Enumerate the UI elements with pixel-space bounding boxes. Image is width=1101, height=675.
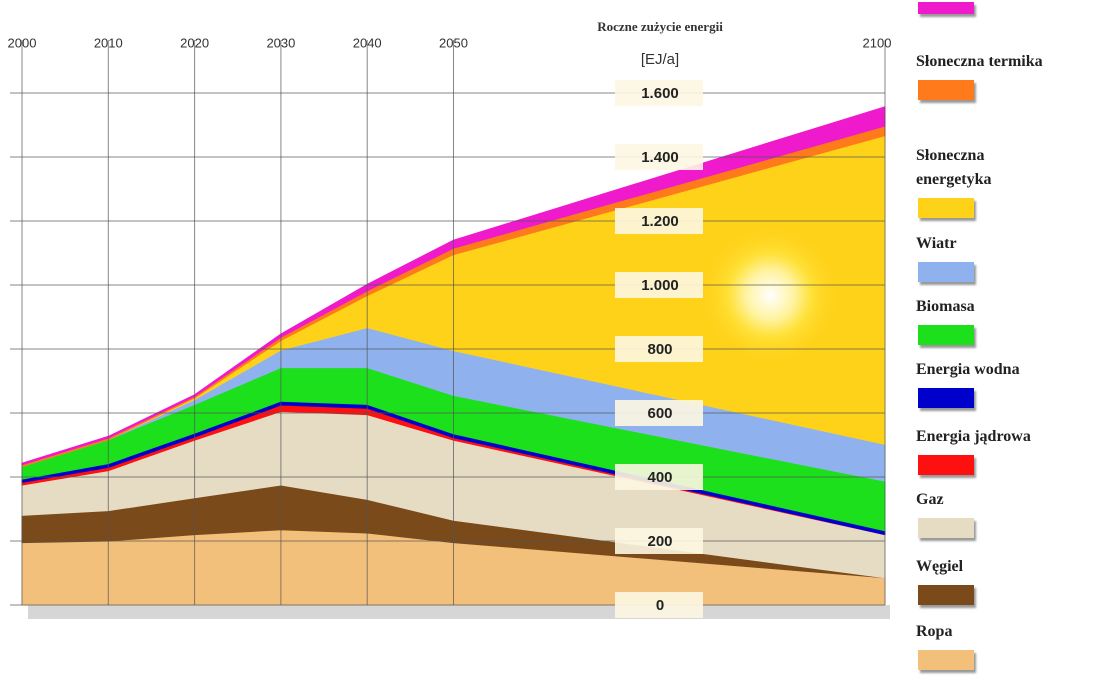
y-tick-box bbox=[615, 464, 703, 490]
y-tick-box bbox=[615, 144, 703, 170]
y-tick-box bbox=[615, 80, 703, 106]
plot-shadow bbox=[28, 605, 890, 619]
legend-label: Wiatr bbox=[916, 235, 957, 252]
y-tick-box bbox=[615, 208, 703, 234]
legend-label: Ropa bbox=[916, 623, 953, 640]
x-tick-label: 2050 bbox=[439, 35, 468, 50]
y-tick-label: 1.000 bbox=[641, 277, 679, 294]
legend-swatch bbox=[918, 455, 974, 475]
y-tick-label: 0 bbox=[656, 597, 664, 614]
legend-label: Energia jądrowa bbox=[916, 428, 1031, 445]
x-tick-label: 2020 bbox=[180, 35, 209, 50]
y-tick-box bbox=[615, 592, 703, 618]
legend-label: Gaz bbox=[916, 491, 944, 508]
y-tick-box bbox=[615, 336, 703, 362]
x-tick-label: 2040 bbox=[353, 35, 382, 50]
x-tick-label: 2000 bbox=[8, 35, 37, 50]
legend-swatch bbox=[918, 650, 974, 670]
x-tick-label: 2030 bbox=[266, 35, 295, 50]
legend-swatch bbox=[918, 80, 974, 100]
legend-swatch bbox=[918, 585, 974, 605]
y-axis-label: Roczne zużycie energii bbox=[597, 19, 723, 34]
legend-label: Słoneczna energetyka bbox=[916, 147, 992, 188]
y-tick-box bbox=[615, 272, 703, 298]
x-tick-label: 2100 bbox=[863, 35, 892, 50]
y-tick-box bbox=[615, 400, 703, 426]
y-axis-unit: [EJ/a] bbox=[641, 51, 679, 68]
legend-swatch bbox=[918, 2, 974, 14]
y-tick-label: 1.600 bbox=[641, 85, 679, 102]
y-tick-label: 1.400 bbox=[641, 149, 679, 166]
legend-label: Węgiel bbox=[916, 558, 964, 575]
legend-swatch bbox=[918, 325, 974, 345]
sun-decoration bbox=[700, 225, 840, 365]
legend-swatch bbox=[918, 262, 974, 282]
y-tick-label: 600 bbox=[647, 405, 672, 422]
legend-swatch bbox=[918, 388, 974, 408]
y-tick-label: 200 bbox=[647, 533, 672, 550]
legend-label: Słoneczna termika bbox=[916, 53, 1043, 70]
x-tick-label: 2010 bbox=[94, 35, 123, 50]
y-tick-box bbox=[615, 528, 703, 554]
y-tick-label: 400 bbox=[647, 469, 672, 486]
legend-label: Energia wodna bbox=[916, 361, 1020, 378]
legend-swatch bbox=[918, 518, 974, 538]
y-tick-label: 800 bbox=[647, 341, 672, 358]
y-tick-label: 1.200 bbox=[641, 213, 679, 230]
legend-label: Biomasa bbox=[916, 298, 975, 315]
grid: 0 200 400 600 800 1.000 1.200 1.400 1.600 2000 201… bbox=[8, 35, 892, 618]
legend-swatch bbox=[918, 198, 974, 218]
